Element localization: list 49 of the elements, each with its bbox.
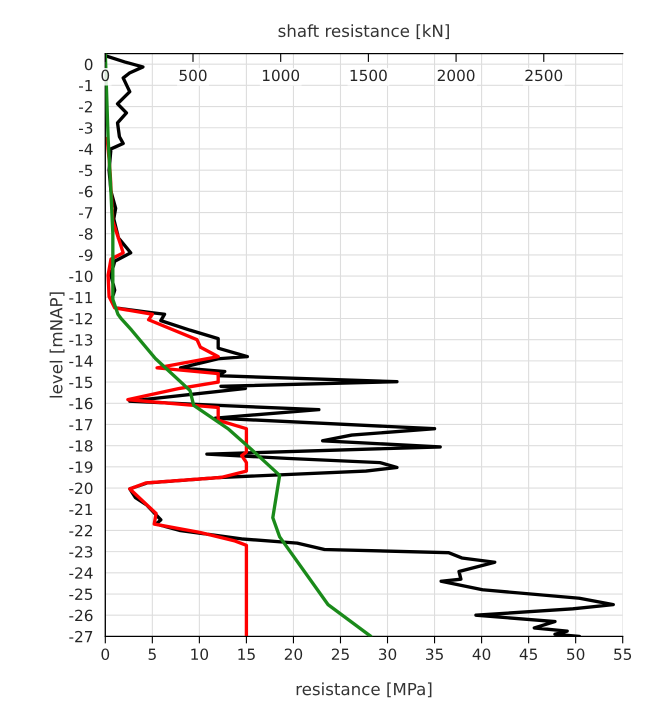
x-tick-label: 25 xyxy=(332,648,349,660)
x-tick-label: 40 xyxy=(472,648,490,660)
x-tick-label: 45 xyxy=(520,648,538,660)
y-tick-label: -27 xyxy=(69,630,92,642)
y-tick-label: -2 xyxy=(79,101,92,112)
y-tick-label: -20 xyxy=(69,482,92,494)
y-tick-label: -8 xyxy=(79,228,92,240)
y-tick-label: -25 xyxy=(69,588,92,600)
y-tick-label: -12 xyxy=(69,312,92,324)
x2-axis-title: shaft resistance [kN] xyxy=(278,24,449,40)
y-tick-label: -14 xyxy=(69,356,93,367)
y-tick-label: -1 xyxy=(79,80,92,92)
x-tick-label: 50 xyxy=(567,648,584,660)
x-tick-label: 55 xyxy=(614,648,632,660)
y-tick-label: -13 xyxy=(69,334,92,346)
y-tick-label: -6 xyxy=(79,186,93,198)
y-tick-label: -10 xyxy=(69,270,92,282)
x2-tick-label: 500 xyxy=(180,70,207,82)
x2-tick-label: 0 xyxy=(101,70,110,82)
y-tick-label: -18 xyxy=(69,440,92,452)
x-tick-label: 20 xyxy=(284,648,302,660)
y-tick-label: -17 xyxy=(69,419,92,430)
y-axis-title: level [mNAP] xyxy=(50,292,64,398)
y-tick-label: -22 xyxy=(69,524,92,536)
x-tick-label: 0 xyxy=(101,648,110,660)
x2-tick-label: 2000 xyxy=(438,70,475,82)
y-tick-label: -5 xyxy=(79,164,92,176)
y-tick-label: -9 xyxy=(79,249,92,261)
x-tick-label: 15 xyxy=(238,648,255,660)
x-tick-label: 5 xyxy=(148,648,156,660)
y-tick-label: 0 xyxy=(84,58,92,70)
x-tick-label: 10 xyxy=(191,648,208,660)
y-tick-label: -23 xyxy=(69,546,92,558)
x-tick-label: 30 xyxy=(378,648,396,660)
y-tick-label: -7 xyxy=(79,207,92,218)
x2-tick-label: 1000 xyxy=(262,70,300,82)
x2-tick-label: 1500 xyxy=(350,70,387,82)
x-tick-label: 35 xyxy=(426,648,443,660)
y-tick-label: -11 xyxy=(69,292,92,304)
x2-tick-label: 2500 xyxy=(525,70,562,82)
y-tick-label: -3 xyxy=(79,122,92,134)
y-tick-label: -19 xyxy=(69,461,92,473)
y-tick-label: -16 xyxy=(69,398,93,410)
y-tick-label: -21 xyxy=(69,504,92,516)
x-axis-title: resistance [MPa] xyxy=(296,682,432,698)
y-tick-label: -15 xyxy=(69,376,92,388)
y-tick-label: -4 xyxy=(79,144,93,155)
y-tick-label: -26 xyxy=(69,610,93,622)
y-tick-label: -24 xyxy=(69,567,93,579)
